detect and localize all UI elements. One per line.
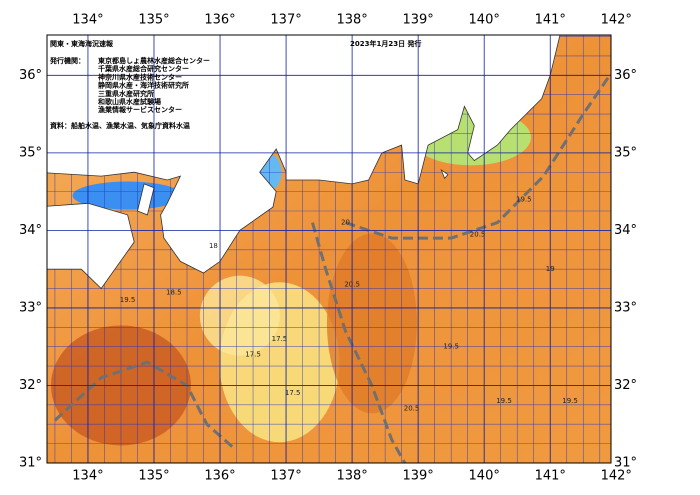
contour-label: 19.5 <box>496 397 512 405</box>
contour-label: 19.5 <box>120 296 136 304</box>
contour-label: 20.5 <box>470 230 486 238</box>
contour-label: 17.5 <box>285 389 301 397</box>
land <box>47 202 135 290</box>
lat-tick-label: 36° <box>614 68 637 83</box>
lon-tick-label: 134° <box>72 13 103 28</box>
cool-water <box>199 275 280 356</box>
lon-tick-label: 140° <box>469 469 500 484</box>
lat-tick-label: 36° <box>19 68 42 83</box>
lat-tick-label: 31° <box>19 456 42 471</box>
issuer-block: 発行機関： 東京都島しょ農林水産総合センター千葉県水産総合研究センター神奈川県水産… <box>49 56 210 130</box>
lon-tick-label: 135° <box>138 13 169 28</box>
lon-tick-label: 142° <box>601 13 632 28</box>
data-source: 資料：船舶水温、漁業水温、気象庁資料水温 <box>50 121 190 130</box>
lon-tick-label: 139° <box>402 13 433 28</box>
lon-tick-label: 142° <box>601 469 632 484</box>
contour-label: 17.5 <box>272 335 288 343</box>
lat-tick-label: 32° <box>19 378 42 393</box>
lon-tick-label: 138° <box>336 13 367 28</box>
issuer-name: 和歌山県水産試験場 <box>97 97 161 106</box>
lon-tick-label: 137° <box>270 13 301 28</box>
issuer-name: 神奈川県水産技術センター <box>98 72 182 81</box>
kuroshio-axis <box>345 74 611 240</box>
issuer-name: 静岡県水産・海洋技術研究所 <box>98 81 189 90</box>
warm-water <box>326 233 417 414</box>
lon-tick-label: 140° <box>469 13 500 28</box>
issuer-name: 三重県水産研究所 <box>98 89 154 98</box>
lat-tick-label: 33° <box>19 300 42 315</box>
contour-label: 20.5 <box>404 405 420 413</box>
issuer-name: 千葉県水産総合研究センター <box>98 64 189 73</box>
issuer-label: 発行機関： <box>49 56 85 65</box>
contour-label: 18.5 <box>166 288 182 296</box>
land <box>137 183 155 216</box>
lat-tick-label: 32° <box>614 378 637 393</box>
lon-tick-label: 141° <box>535 469 566 484</box>
kuroshio-axis <box>53 360 235 449</box>
lon-tick-label: 136° <box>204 469 235 484</box>
map-area: 20 20.5 20.5 17.5 17.5 17.5 18.5 19.5 19.5 19.5 19… <box>47 35 611 463</box>
inland-sea <box>72 181 183 210</box>
lon-tick-label: 137° <box>270 469 301 484</box>
lon-tick-label: 138° <box>336 469 367 484</box>
contour-label: 19.5 <box>516 195 532 203</box>
lat-tick-label: 31° <box>614 456 637 471</box>
lat-tick-label: 35° <box>614 145 637 160</box>
island <box>440 168 449 180</box>
contour-label: 19.5 <box>443 343 459 351</box>
issue-date: 2023年1月23日 発行 <box>350 39 422 48</box>
lon-tick-label: 139° <box>402 469 433 484</box>
contour-label: 19.5 <box>562 397 578 405</box>
lat-tick-label: 34° <box>19 223 42 238</box>
lon-tick-label: 136° <box>204 13 235 28</box>
map-title: 関東・東海海況速報 <box>50 39 114 48</box>
contour-label: 20 <box>341 219 350 227</box>
contour-label: 18 <box>209 242 218 250</box>
issuer-name: 漁業情報サービスセンター <box>98 105 182 114</box>
lon-tick-label: 134° <box>72 469 103 484</box>
map-frame <box>46 34 612 464</box>
lat-tick-label: 34° <box>614 223 637 238</box>
kuroshio-axis <box>311 222 407 463</box>
lat-tick-label: 35° <box>19 145 42 160</box>
issuer-name: 東京都島しょ農林水産総合センター <box>98 56 210 65</box>
lon-tick-label: 135° <box>138 469 169 484</box>
lon-tick-label: 141° <box>535 13 566 28</box>
land <box>47 35 561 274</box>
lat-tick-label: 33° <box>614 300 637 315</box>
contour-label: 17.5 <box>245 350 261 358</box>
